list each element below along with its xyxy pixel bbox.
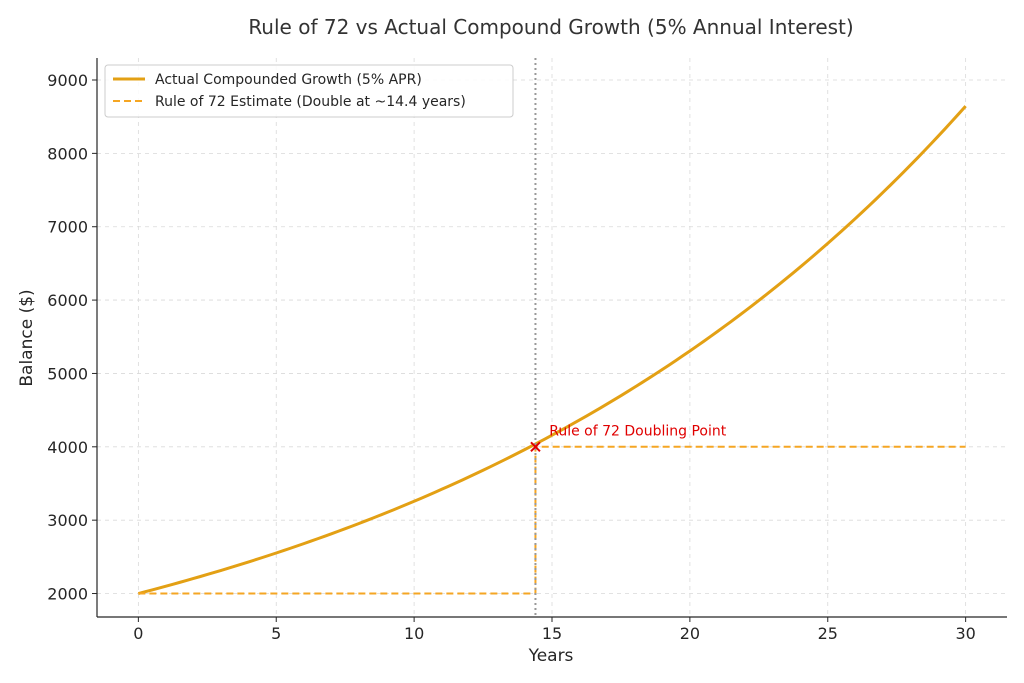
series-line-2 xyxy=(138,445,966,595)
y-tick-label: 9000 xyxy=(47,71,88,90)
axes: 0 5 10 15 20 25 30 2000 3000 4000 5000 6000 7000 8000… xyxy=(47,58,1007,643)
y-tick-label: 3000 xyxy=(47,511,88,530)
doubling-marker xyxy=(530,441,541,453)
x-tick-label: 15 xyxy=(542,624,562,643)
x-tick-label: 20 xyxy=(680,624,700,643)
x-tick-label: 10 xyxy=(404,624,424,643)
series-line-1 xyxy=(137,105,967,595)
y-tick-label: 8000 xyxy=(47,144,88,163)
doubling-marker-stroke-b xyxy=(530,441,541,453)
y-tick-label: 4000 xyxy=(47,438,88,457)
y-tick-label: 7000 xyxy=(47,218,88,237)
x-tick-label: 25 xyxy=(818,624,838,643)
grid xyxy=(97,58,1007,617)
plot-area: Rule of 72 Doubling Point xyxy=(137,58,967,617)
legend-label-2: Rule of 72 Estimate (Double at ~14.4 yea… xyxy=(155,94,466,110)
y-axis-title: Balance ($) xyxy=(17,289,37,386)
legend-label-1: Actual Compounded Growth (5% APR) xyxy=(155,72,422,88)
y-tick-label: 2000 xyxy=(47,585,88,604)
x-tick-label: 0 xyxy=(133,624,143,643)
doubling-annotation: Rule of 72 Doubling Point xyxy=(549,424,727,440)
x-axis-title: Years xyxy=(528,646,574,666)
y-tick-label: 6000 xyxy=(47,291,88,310)
x-tick-label: 5 xyxy=(271,624,281,643)
y-tick-label: 5000 xyxy=(47,364,88,383)
legend: Actual Compounded Growth (5% APR) Rule of… xyxy=(104,64,514,118)
x-tick-label: 30 xyxy=(955,624,975,643)
chart-title: Rule of 72 vs Actual Compound Growth (5%… xyxy=(248,15,853,39)
legend-frame xyxy=(104,64,514,118)
